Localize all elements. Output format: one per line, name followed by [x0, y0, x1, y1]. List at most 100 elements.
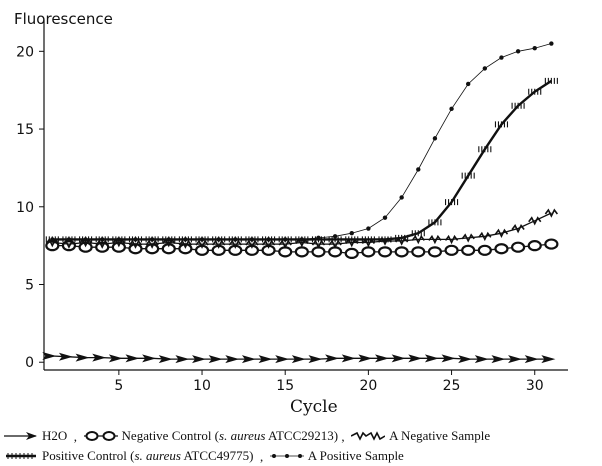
data-point	[399, 195, 404, 200]
series-line	[52, 212, 552, 245]
data-point	[416, 167, 421, 172]
legend-item-negative-control: Negative Control (s. aureus ATCC29213)	[83, 428, 338, 444]
data-point	[295, 238, 309, 248]
series-a-positive-sample	[50, 41, 554, 242]
y-axis-label: Fluorescence	[14, 10, 113, 28]
data-point	[366, 226, 371, 231]
series-line	[52, 43, 552, 240]
data-point	[458, 355, 473, 364]
data-point	[541, 355, 556, 364]
data-point	[349, 231, 354, 236]
series-negative-control	[45, 238, 559, 260]
data-point	[116, 237, 122, 242]
data-point	[544, 238, 559, 250]
data-point	[444, 244, 459, 256]
data-point	[175, 355, 190, 364]
data-point	[308, 355, 323, 364]
data-point	[494, 243, 509, 255]
data-point	[391, 354, 406, 363]
dot-marker-icon	[269, 454, 304, 458]
data-point	[494, 228, 509, 238]
data-point	[382, 215, 388, 220]
series-a-negative-sample	[45, 208, 559, 249]
data-point	[527, 240, 542, 252]
data-point	[92, 353, 107, 362]
data-point	[508, 355, 523, 364]
data-point	[511, 102, 525, 109]
data-point	[225, 355, 240, 364]
x-tick-label: 25	[443, 378, 461, 394]
x-axis-label: Cycle	[290, 397, 338, 417]
data-point	[45, 238, 59, 248]
data-point	[361, 238, 376, 248]
x-tick-label: 15	[276, 378, 294, 394]
data-point	[378, 236, 392, 243]
data-point	[228, 239, 242, 249]
data-point	[162, 238, 176, 248]
data-point	[112, 238, 126, 248]
y-tick-label: 0	[25, 355, 34, 371]
legend-item-positive-sample: A Positive Sample	[269, 448, 404, 464]
data-point	[345, 238, 359, 248]
data-point	[208, 355, 223, 364]
data-point	[465, 81, 471, 87]
y-tick-label: 5	[25, 278, 34, 294]
zigzag-marker-icon	[351, 431, 386, 441]
data-point	[261, 239, 276, 249]
data-point	[544, 77, 558, 84]
data-point	[482, 66, 488, 71]
legend-label-h2o: H2O	[42, 428, 68, 443]
data-point	[441, 354, 456, 363]
data-point	[50, 237, 55, 242]
data-point	[128, 239, 143, 249]
data-point	[395, 234, 409, 241]
data-point	[166, 237, 171, 242]
y-tick-label: 20	[16, 44, 34, 60]
data-point	[195, 239, 209, 249]
data-point	[192, 355, 207, 364]
legend-item-negative-sample: A Negative Sample	[351, 428, 490, 444]
data-point	[532, 46, 537, 51]
data-point	[524, 355, 539, 364]
series-line	[52, 79, 553, 241]
data-point	[278, 239, 292, 249]
data-point	[316, 235, 321, 241]
legend-item-h2o: H2O	[4, 428, 67, 444]
data-point	[216, 237, 221, 242]
hatch-marker-icon	[6, 453, 36, 459]
data-point	[183, 237, 188, 242]
data-point	[461, 172, 475, 179]
series-h2o	[42, 352, 556, 364]
data-point	[491, 355, 506, 364]
data-point	[83, 237, 88, 242]
data-point	[515, 49, 521, 54]
data-point	[411, 234, 425, 245]
data-point	[549, 41, 554, 46]
data-point	[428, 219, 442, 226]
data-point	[133, 237, 138, 242]
data-point	[42, 352, 57, 361]
data-point	[474, 355, 489, 364]
data-point	[108, 354, 123, 363]
legend-label-positive-control: Positive Control (s. aureus ATCC49775)	[42, 448, 254, 463]
legend-item-positive-control: Positive Control (s. aureus ATCC49775)	[4, 448, 254, 464]
data-point	[345, 236, 359, 243]
data-point	[332, 234, 338, 239]
y-tick-label: 15	[16, 122, 34, 138]
data-point	[212, 239, 226, 249]
data-point	[358, 354, 373, 363]
legend-row-1: H2O , Negative Control (s. aureus ATCC29…	[4, 428, 490, 445]
data-point	[411, 246, 426, 258]
data-point	[341, 354, 356, 363]
data-point	[478, 231, 492, 242]
line-chart: 0 5 10 15 20 5 10 15 20 25 30	[16, 20, 568, 394]
data-point	[100, 237, 105, 242]
data-point	[62, 239, 76, 249]
data-point	[149, 237, 155, 242]
data-point	[258, 355, 273, 364]
data-point	[449, 106, 454, 112]
x-tick-label: 10	[193, 378, 211, 394]
data-point	[511, 224, 525, 234]
oval-marker-icon	[83, 431, 118, 441]
data-point	[361, 246, 376, 258]
